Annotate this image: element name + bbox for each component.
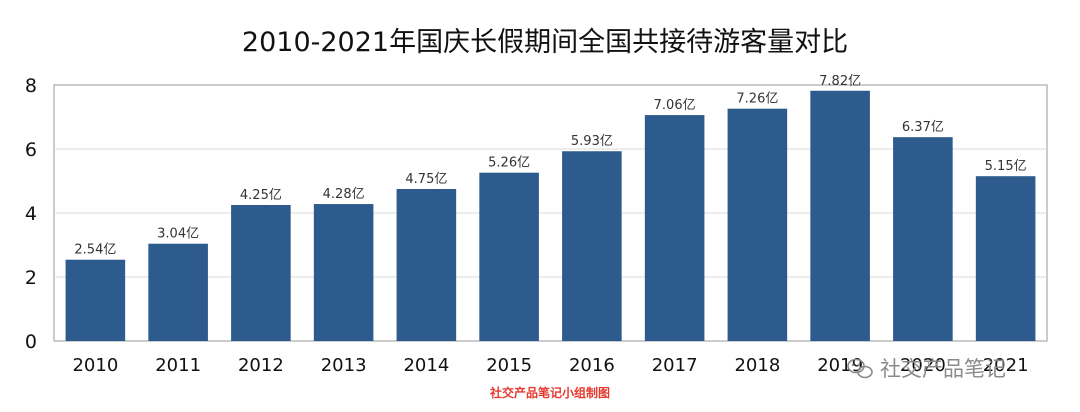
data-label: 4.25亿	[240, 188, 282, 203]
plot-area: 2.54亿 3.04亿 4.25亿 4.28亿 4.75亿 5.26亿 5.93亿 7.06亿…	[53, 74, 1048, 342]
y-tick-label: 2	[25, 267, 37, 289]
data-label: 6.37亿	[902, 120, 944, 135]
x-tick-label: 2011	[155, 355, 201, 376]
y-axis-ticks: 0 2 4 6 8	[25, 75, 37, 353]
data-label: 7.06亿	[654, 98, 696, 113]
data-label: 5.93亿	[571, 134, 613, 149]
data-label: 3.04亿	[157, 227, 199, 242]
wechat-icon	[847, 358, 873, 379]
bar	[644, 115, 705, 341]
bar	[810, 90, 870, 341]
x-axis-ticks: 2010 2011 2012 2013 2014 2015 2016 2017 2018 2019…	[72, 355, 1028, 376]
x-tick-label: 2021	[983, 355, 1029, 376]
x-tick-label: 2015	[486, 355, 532, 376]
x-tick-label: 2010	[72, 355, 118, 376]
data-label: 4.75亿	[405, 172, 447, 187]
source-credit: 社交产品笔记小组制图	[489, 385, 610, 400]
data-label: 7.82亿	[819, 74, 861, 89]
x-tick-label: 2016	[569, 355, 615, 376]
bar	[313, 204, 374, 341]
data-label: 5.26亿	[488, 156, 530, 171]
bar	[479, 172, 539, 341]
bars	[65, 90, 1036, 342]
x-tick-label: 2018	[734, 355, 780, 376]
bar	[148, 243, 208, 341]
y-tick-label: 0	[25, 331, 37, 353]
y-tick-label: 4	[25, 203, 37, 225]
data-label: 2.54亿	[74, 243, 116, 258]
bar	[562, 151, 622, 341]
bar	[231, 205, 291, 341]
y-tick-label: 8	[25, 75, 37, 97]
bar	[975, 176, 1036, 341]
data-labels: 2.54亿 3.04亿 4.25亿 4.28亿 4.75亿 5.26亿 5.93亿 7.06亿…	[74, 74, 1026, 258]
bar	[396, 189, 457, 341]
x-tick-label: 2012	[238, 355, 284, 376]
bar	[893, 137, 953, 341]
x-tick-label: 2014	[403, 355, 449, 376]
bar	[65, 259, 126, 341]
gridlines	[54, 148, 1047, 278]
watermark-text: 社交产品笔记	[880, 357, 1006, 381]
y-tick-label: 6	[25, 139, 37, 161]
bar	[727, 108, 788, 342]
x-tick-label: 2013	[321, 355, 367, 376]
watermark: 社交产品笔记	[847, 357, 1006, 381]
chart-title: 2010-2021年国庆长假期间全国共接待游客量对比	[242, 27, 848, 58]
data-label: 4.28亿	[323, 187, 365, 202]
data-label: 5.15亿	[985, 159, 1027, 174]
data-label: 7.26亿	[736, 92, 778, 107]
x-tick-label: 2020	[900, 355, 946, 376]
x-tick-label: 2017	[652, 355, 698, 376]
